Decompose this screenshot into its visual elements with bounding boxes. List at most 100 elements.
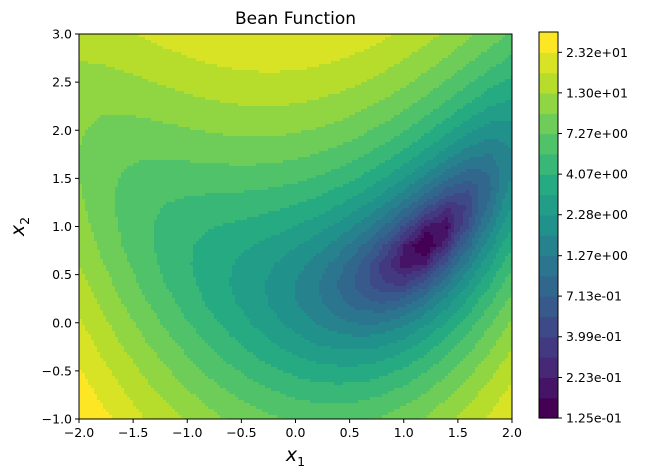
contour-cell — [154, 58, 158, 62]
contour-cell — [205, 40, 209, 44]
contour-cell — [442, 34, 446, 38]
contour-cell — [94, 88, 98, 92]
contour-cell — [505, 124, 509, 128]
contour-cell — [136, 82, 140, 86]
contour-cell — [178, 70, 182, 74]
contour-cell — [202, 37, 206, 41]
contour-cell — [79, 130, 83, 134]
contour-cell — [400, 64, 404, 68]
contour-cell — [484, 112, 488, 116]
contour-cell — [409, 73, 413, 77]
contour-cell — [466, 79, 470, 83]
contour-cell — [328, 43, 332, 47]
contour-cell — [241, 55, 245, 59]
contour-cell — [187, 115, 191, 119]
contour-cell — [103, 52, 107, 56]
contour-cell — [199, 97, 203, 101]
contour-cell — [364, 49, 368, 53]
contour-cell — [400, 43, 404, 47]
contour-cell — [355, 61, 359, 65]
contour-cell — [388, 58, 392, 62]
contour-cell — [304, 82, 308, 86]
contour-cell — [463, 91, 467, 95]
contour-cell — [382, 46, 386, 50]
contour-cell — [160, 79, 164, 83]
contour-cell — [103, 37, 107, 41]
contour-cell — [325, 37, 329, 41]
contour-cell — [391, 118, 395, 122]
contour-cell — [484, 97, 488, 101]
contour-cell — [262, 64, 266, 68]
contour-cell — [79, 91, 83, 95]
contour-cell — [163, 37, 167, 41]
contour-cell — [433, 37, 437, 41]
contour-cell — [508, 112, 512, 116]
contour-cell — [442, 94, 446, 98]
contour-cell — [397, 58, 401, 62]
contour-cell — [325, 97, 329, 101]
contour-cell — [448, 76, 452, 80]
contour-cell — [238, 88, 242, 92]
contour-cell — [463, 37, 467, 41]
contour-cell — [310, 109, 314, 113]
contour-cell — [172, 49, 176, 53]
contour-cell — [184, 115, 188, 119]
contour-cell — [436, 115, 440, 119]
contour-cell — [445, 67, 449, 71]
contour-cell — [430, 43, 434, 47]
contour-cell — [409, 109, 413, 113]
contour-cell — [202, 73, 206, 77]
contour-cell — [367, 88, 371, 92]
contour-cell — [100, 109, 104, 113]
contour-cell — [187, 100, 191, 104]
contour-cell — [193, 82, 197, 86]
contour-cell — [265, 67, 269, 71]
contour-cell — [439, 40, 443, 44]
contour-cell — [112, 43, 116, 47]
contour-cell — [280, 106, 284, 110]
contour-cell — [115, 85, 119, 89]
contour-cell — [79, 112, 83, 116]
contour-cell — [232, 109, 236, 113]
contour-cell — [88, 34, 92, 38]
contour-cell — [454, 103, 458, 107]
contour-cell — [412, 58, 416, 62]
contour-cell — [370, 67, 374, 71]
contour-cell — [127, 127, 131, 131]
contour-cell — [352, 97, 356, 101]
contour-cell — [286, 55, 290, 59]
contour-cell — [283, 58, 287, 62]
contour-cell — [400, 112, 404, 116]
contour-cell — [163, 136, 167, 140]
contour-cell — [454, 37, 458, 41]
contour-cell — [250, 97, 254, 101]
contour-cell — [316, 103, 320, 107]
contour-cell — [253, 82, 257, 86]
contour-cell — [295, 100, 299, 104]
contour-cell — [145, 136, 149, 140]
contour-cell — [124, 121, 128, 125]
contour-cell — [166, 88, 170, 92]
contour-cell — [127, 97, 131, 101]
contour-cell — [307, 61, 311, 65]
contour-cell — [433, 40, 437, 44]
contour-cell — [130, 40, 134, 44]
contour-cell — [94, 115, 98, 119]
contour-cell — [322, 127, 326, 131]
contour-cell — [250, 64, 254, 68]
contour-cell — [367, 85, 371, 89]
contour-cell — [82, 103, 86, 107]
contour-cell — [130, 46, 134, 50]
contour-cell — [85, 43, 89, 47]
contour-cell — [130, 55, 134, 59]
contour-cell — [280, 121, 284, 125]
contour-cell — [430, 70, 434, 74]
contour-cell — [262, 100, 266, 104]
contour-cell — [217, 52, 221, 56]
contour-cell — [406, 67, 410, 71]
contour-cell — [295, 124, 299, 128]
contour-cell — [268, 94, 272, 98]
contour-cell — [307, 55, 311, 59]
contour-cell — [490, 100, 494, 104]
contour-cell — [418, 76, 422, 80]
